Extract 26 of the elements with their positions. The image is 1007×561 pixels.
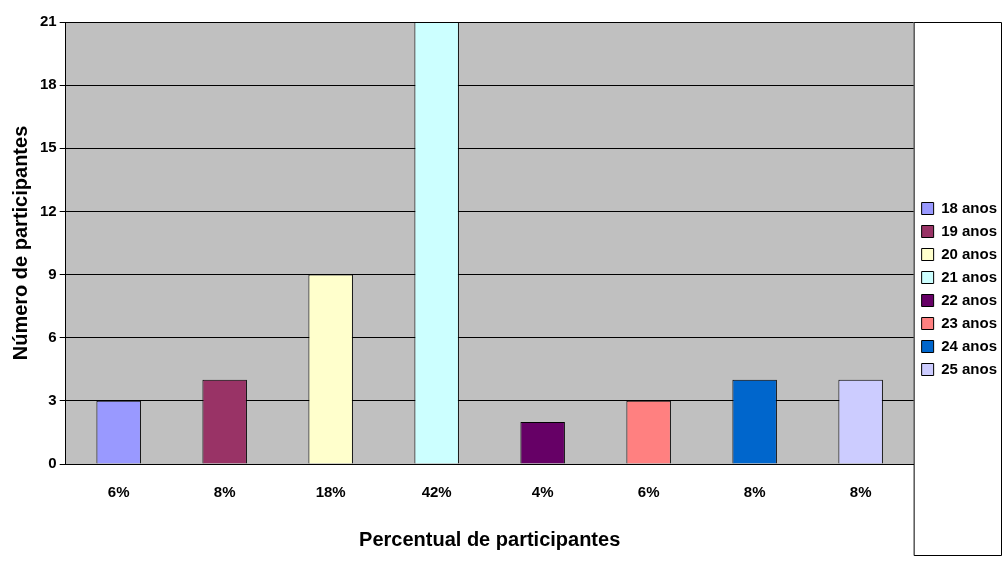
legend-label: 21 anos: [941, 267, 998, 285]
y-tick-label: 0: [48, 454, 57, 472]
legend-label: 22 anos: [941, 290, 998, 308]
legend-label: 25 anos: [941, 359, 998, 377]
y-tick-label: 18: [40, 75, 57, 93]
legend-label: 19 anos: [941, 221, 998, 239]
legend-label: 23 anos: [941, 313, 998, 331]
legend-label: 18 anos: [941, 198, 998, 216]
x-tick-label: 4%: [531, 483, 554, 501]
x-tick-label: 42%: [421, 483, 452, 501]
x-tick-label: 6%: [637, 483, 660, 501]
y-tick-label: 15: [40, 138, 57, 156]
y-axis-title: Número de participantes: [8, 125, 31, 361]
x-tick-label: 8%: [743, 483, 766, 501]
y-tick-label: 3: [48, 391, 57, 408]
legend-label: 24 anos: [941, 336, 998, 354]
x-tick-label: 18%: [315, 483, 346, 501]
x-axis-title: Percentual de participantes: [359, 527, 621, 550]
x-tick-label: 8%: [213, 483, 236, 501]
x-tick-label: 8%: [849, 483, 872, 501]
x-tick-label: 6%: [107, 483, 130, 501]
y-tick-label: 12: [40, 201, 57, 219]
y-tick-label: 21: [40, 12, 57, 30]
legend-label: 20 anos: [941, 244, 998, 262]
y-tick-label: 9: [48, 264, 57, 282]
y-tick-label: 6: [48, 327, 57, 345]
